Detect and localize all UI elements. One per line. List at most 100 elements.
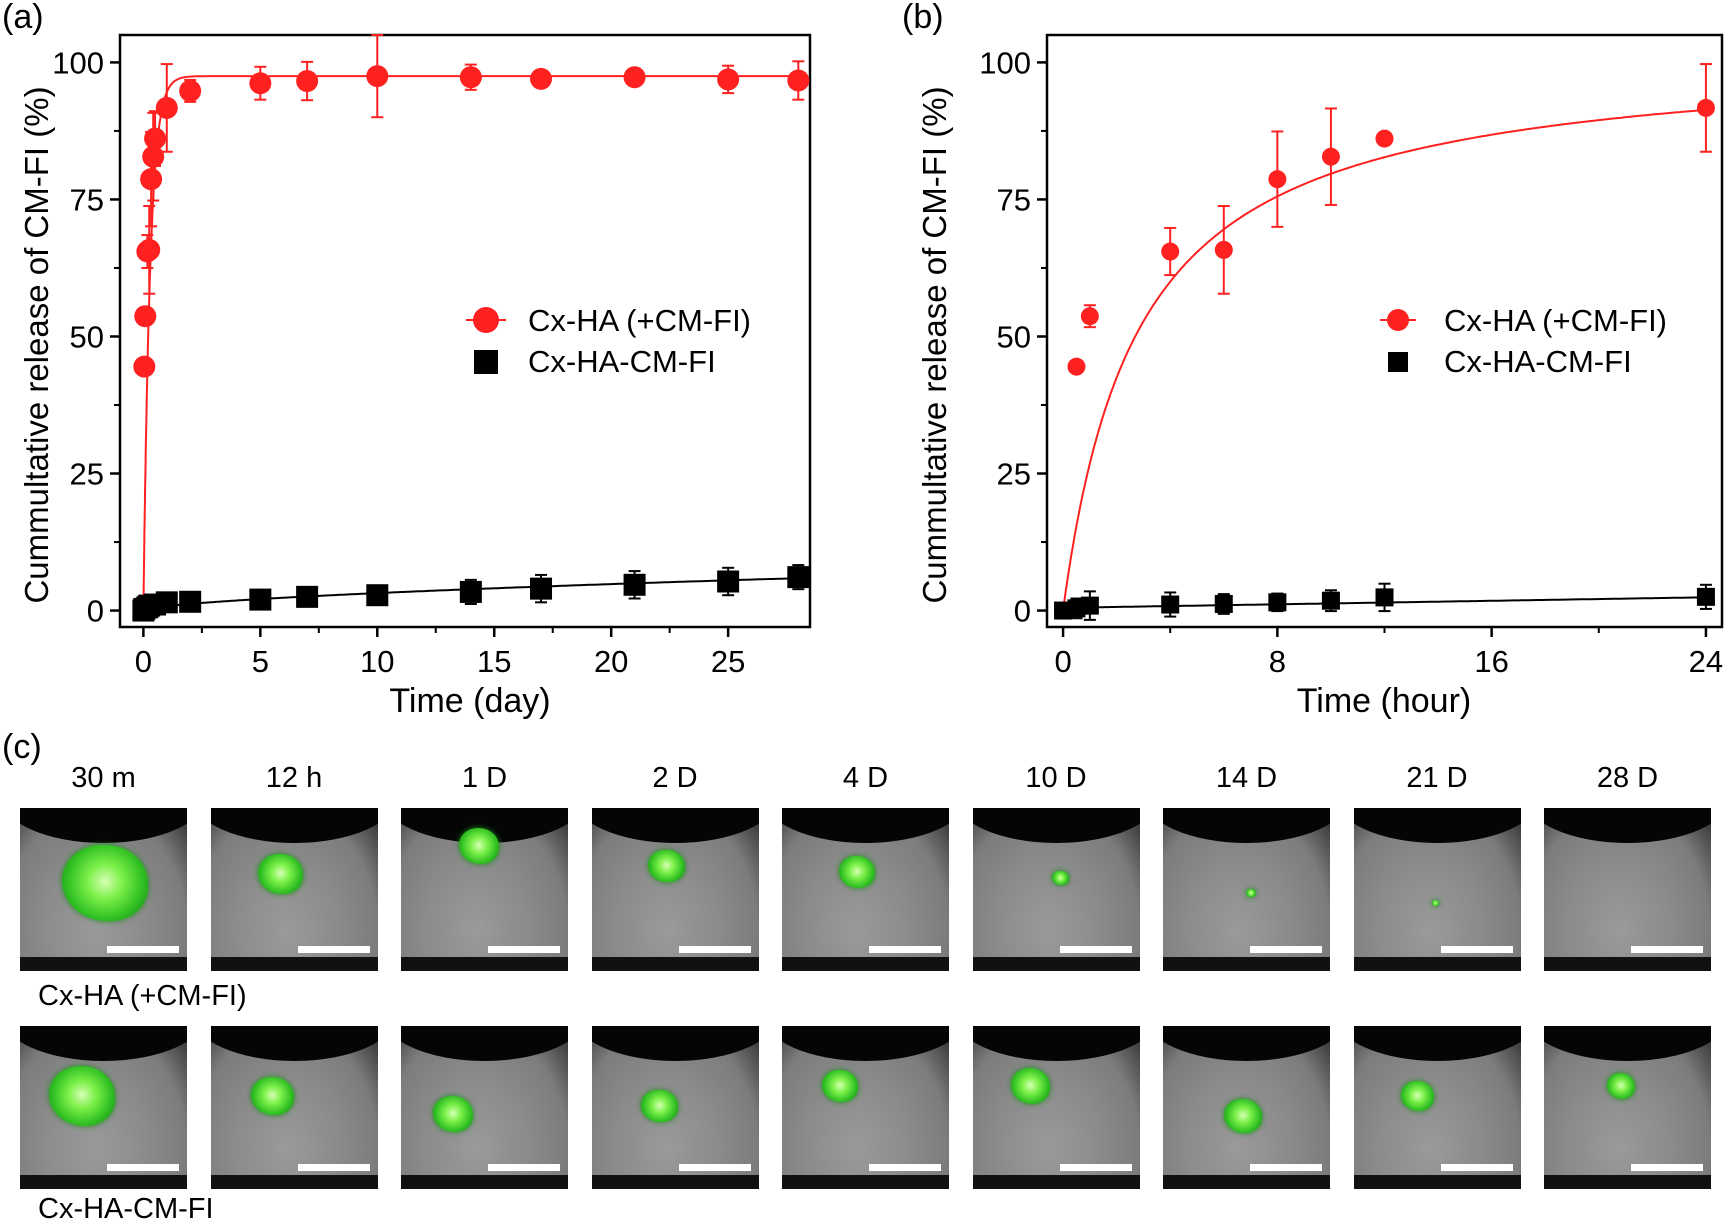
chart-a-point-1-11 [530, 577, 553, 600]
chart-a-ylabel: Cummultative release of CM-FI (%) [18, 86, 55, 603]
time-label-3: 2 D [652, 762, 698, 794]
chart-b-point-1-3 [1161, 595, 1180, 614]
chart-b-point-0-4 [1214, 240, 1233, 259]
chart-a-ytick-label-2: 50 [70, 319, 104, 354]
time-label-2: 1 D [461, 762, 508, 794]
fluorescence-spot [62, 844, 148, 922]
fluorescence-spot [1246, 888, 1256, 898]
mouse-image-0-1 [210, 808, 378, 971]
chart-a-point-0-8 [155, 96, 178, 119]
row-label-1: Cx-HA-CM-FI [38, 1193, 214, 1225]
chart-b-xtick-label-2: 16 [1474, 644, 1508, 679]
chart-b-xtick-label-0: 0 [1054, 644, 1071, 679]
chart-a-point-0-1 [133, 355, 156, 378]
chart-b-point-0-6 [1321, 147, 1340, 166]
fluorescence-spot [821, 1069, 859, 1103]
chart-a-point-1-5 [155, 591, 178, 614]
time-label-0: 30 m [71, 762, 136, 794]
chart-a-point-1-8 [296, 585, 319, 608]
chart-b-ylabel: Cummultative release of CM-FI (%) [916, 86, 953, 603]
mouse-image-1-7 [1353, 1026, 1521, 1189]
time-label-6: 14 D [1215, 762, 1278, 794]
chart-a-xtick-label-0: 0 [135, 644, 152, 679]
mouse-image-0-8 [1544, 808, 1711, 971]
chart-a-ytick-label-1: 25 [70, 457, 104, 492]
scale-bar [1059, 946, 1132, 953]
scale-bar [1250, 946, 1322, 953]
chart-b-xtick-label-3: 24 [1689, 644, 1723, 679]
chart-a-point-0-9 [179, 79, 202, 102]
row-label-0: Cx-HA (+CM-FI) [38, 980, 247, 1012]
fluorescence-spot [48, 1066, 116, 1126]
fluorescence-spot [1432, 900, 1439, 906]
chart-a-frame [118, 33, 812, 629]
mouse-image-1-2 [401, 1026, 568, 1189]
chart-a-xlabel: Time (day) [389, 682, 550, 720]
chart-a-legend: Cx-HA (+CM-FI) Cx-HA-CM-FI [466, 303, 751, 379]
chart-b-point-1-4 [1214, 594, 1233, 613]
chart-b-point-0-3 [1161, 242, 1180, 261]
chart-a-xtick-label-5: 25 [711, 644, 745, 679]
chart-b-ytick-label-4: 100 [979, 45, 1031, 80]
fluorescence-spot [258, 853, 303, 895]
fluorescence-spot [251, 1077, 294, 1115]
chart-b-point-0-5 [1268, 170, 1287, 189]
image-row-cx-ha-free [20, 808, 1730, 971]
fluorescence-spot [1606, 1073, 1636, 1099]
chart-b-xlabel: Time (hour) [1297, 682, 1471, 720]
chart-a-xtick-label-2: 10 [360, 644, 394, 679]
fluorescence-spot [459, 828, 499, 864]
image-row-cx-ha-conjugated [20, 1026, 1730, 1189]
time-label-8: 28 D [1596, 762, 1659, 794]
chart-a-point-0-13 [459, 66, 482, 89]
scale-bar [678, 1164, 751, 1171]
mouse-image-0-3 [591, 808, 759, 971]
chart-a-point-0-15 [623, 66, 646, 89]
fluorescence-spot [432, 1095, 474, 1133]
chart-b-point-1-7 [1375, 588, 1394, 607]
chart-a-point-0-16 [717, 68, 740, 91]
time-label-1: 12 h [265, 762, 323, 794]
chart-b-point-0-7 [1375, 129, 1394, 148]
panel-label-a: (a) [2, 0, 44, 36]
mouse-image-0-5 [972, 808, 1140, 971]
mouse-image-0-4 [782, 808, 949, 971]
chart-a-xtick-label-4: 20 [594, 644, 628, 679]
mouse-image-0-2 [401, 808, 568, 971]
chart-a-point-1-14 [787, 566, 810, 589]
scale-bar [1250, 1164, 1322, 1171]
scale-bar [107, 1164, 179, 1171]
legend-a-marker-1 [474, 350, 498, 374]
legend-a-label-0: Cx-HA (+CM-FI) [528, 303, 751, 338]
chart-a-ytick-label-0: 0 [87, 594, 104, 629]
chart-a-point-1-7 [249, 588, 272, 611]
chart-a-point-0-5 [140, 168, 163, 191]
scale-bar [678, 946, 751, 953]
scale-bar [869, 1164, 941, 1171]
mouse-image-0-7 [1353, 808, 1521, 971]
chart-b-ytick-label-3: 75 [997, 182, 1031, 217]
mouse-image-1-1 [210, 1026, 378, 1189]
scale-bar [869, 946, 941, 953]
chart-a-point-0-11 [296, 70, 319, 93]
chart-a-point-1-13 [717, 570, 740, 593]
chart-a-point-1-6 [179, 590, 202, 613]
chart-a-point-1-12 [623, 573, 646, 596]
scale-bar [1631, 1164, 1703, 1171]
chart-a-point-0-14 [530, 67, 553, 90]
chart-a-xtick-label-3: 15 [477, 644, 511, 679]
scale-bar [297, 946, 370, 953]
time-label-4: 4 D [842, 762, 889, 794]
chart-b-ytick-label-0: 0 [1014, 594, 1031, 629]
chart-b-point-1-8 [1696, 587, 1715, 606]
scale-bar [1440, 946, 1513, 953]
mouse-image-1-0 [20, 1026, 187, 1189]
chart-b-point-0-1 [1067, 357, 1086, 376]
chart-a-point-0-10 [249, 72, 272, 95]
chart-b-point-1-5 [1268, 593, 1287, 612]
fluorescence-spot [641, 1089, 678, 1123]
scale-bar [1440, 1164, 1513, 1171]
scale-bar [488, 946, 560, 953]
fluorescence-spot [1010, 1068, 1051, 1104]
